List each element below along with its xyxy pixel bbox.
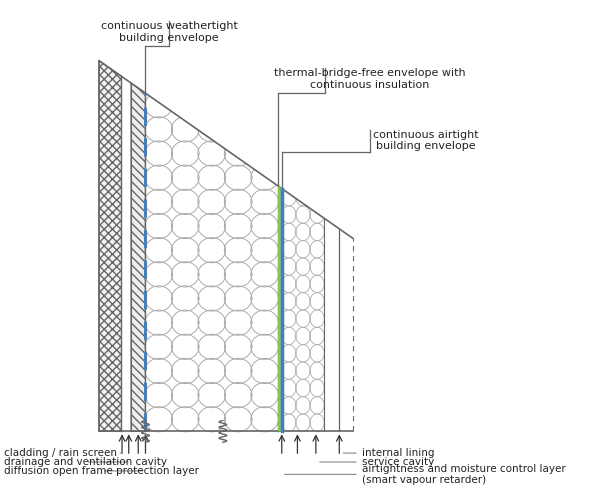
Text: service cavity: service cavity: [320, 457, 434, 467]
Text: continuous airtight
building envelope: continuous airtight building envelope: [373, 130, 479, 152]
Text: thermal-bridge-free envelope with
continuous insulation: thermal-bridge-free envelope with contin…: [274, 68, 466, 90]
Polygon shape: [282, 188, 324, 431]
Text: airtightness and moisture control layer
(smart vapour retarder): airtightness and moisture control layer …: [284, 464, 565, 485]
Polygon shape: [131, 83, 145, 431]
Text: cladding / rain screen: cladding / rain screen: [4, 448, 121, 458]
Text: diffusion open frame protection layer: diffusion open frame protection layer: [4, 466, 199, 476]
Polygon shape: [278, 186, 282, 431]
Text: continuous weathertight
building envelope: continuous weathertight building envelop…: [101, 21, 238, 43]
Text: internal lining: internal lining: [343, 448, 434, 458]
Polygon shape: [99, 61, 121, 431]
Text: drainage and ventilation cavity: drainage and ventilation cavity: [4, 457, 167, 467]
Polygon shape: [145, 93, 278, 431]
